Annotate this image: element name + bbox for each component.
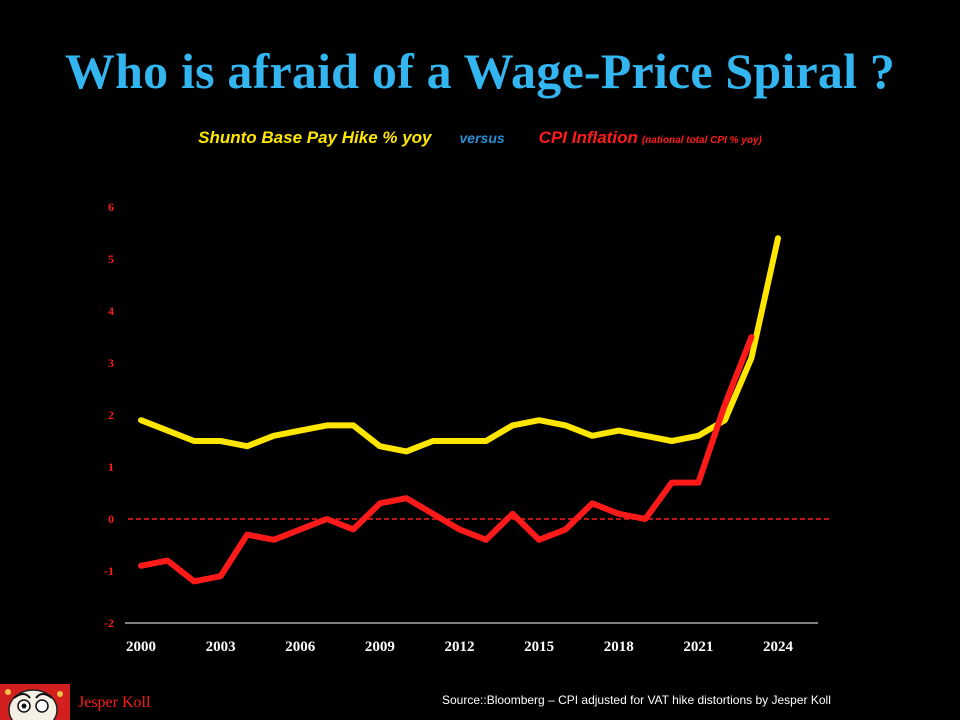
y-tick-label: 1 — [108, 460, 114, 474]
page-title: Who is afraid of a Wage-Price Spiral ? — [64, 43, 896, 99]
x-tick-label: 2003 — [206, 639, 236, 655]
y-tick-label: -1 — [104, 564, 114, 578]
y-tick-label: 6 — [108, 200, 114, 214]
y-tick-label: 3 — [108, 356, 114, 370]
y-tick-label: 4 — [108, 304, 114, 318]
cpi-series-line — [138, 334, 755, 585]
x-tick-label: 2018 — [604, 639, 634, 655]
source-note: Source::Bloomberg – CPI adjusted for VAT… — [442, 693, 831, 707]
x-tick-label: 2012 — [445, 639, 475, 655]
y-tick-label: -2 — [104, 616, 114, 630]
subtitle-connector: versus — [459, 130, 505, 146]
subtitle-series2-note: (national total CPI % yoy) — [641, 135, 762, 146]
x-tick-label: 2021 — [683, 639, 713, 655]
daruma-logo — [0, 684, 70, 720]
x-tick-label: 2024 — [763, 639, 794, 655]
daruma-icon — [5, 689, 63, 720]
subtitle-series1: Shunto Base Pay Hike % yoy — [198, 128, 432, 147]
x-tick-label: 2015 — [524, 639, 554, 655]
wage-series-line — [138, 235, 781, 455]
y-tick-label: 2 — [108, 408, 114, 422]
x-tick-label: 2000 — [126, 639, 156, 655]
x-tick-label: 2006 — [285, 639, 316, 655]
chart-subtitle: Shunto Base Pay Hike % yoy versus CPI Infl… — [0, 128, 960, 148]
y-tick-label: 0 — [108, 512, 114, 526]
y-tick-label: 5 — [108, 252, 114, 266]
subtitle-series2: CPI Inflation — [538, 128, 638, 147]
author-name: Jesper Koll — [78, 694, 151, 711]
x-tick-label: 2009 — [365, 639, 395, 655]
